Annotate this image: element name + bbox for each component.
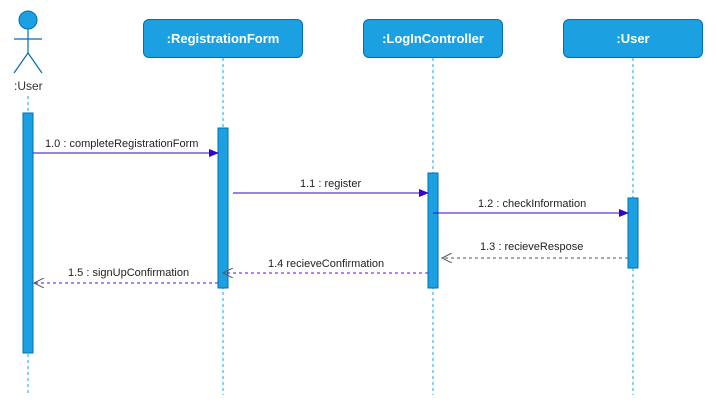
activation-bar-login-controller bbox=[427, 172, 439, 289]
message-1-2-label: 1.2 : checkInformation bbox=[478, 198, 587, 210]
actor-user-label: :User bbox=[14, 79, 43, 93]
message-1-5-label: 1.5 : signUpConfirmation bbox=[68, 267, 190, 279]
actor-user-icon bbox=[13, 10, 43, 74]
message-1-1-label: 1.1 : register bbox=[300, 178, 362, 190]
lifeline-head-registration-form: :RegistrationForm bbox=[143, 19, 303, 58]
activation-bar-registration-form bbox=[217, 127, 229, 289]
message-1-0-label: 1.0 : completeRegistrationForm bbox=[45, 138, 199, 150]
activation-bar-user bbox=[627, 197, 639, 269]
activation-bar-actor bbox=[22, 112, 34, 354]
message-1-4-label: 1.4 recieveConfirmation bbox=[268, 258, 385, 270]
lifeline-head-login-controller: :LogInController bbox=[363, 19, 503, 58]
lifeline-head-user: :User bbox=[563, 19, 703, 58]
message-1-3-label: 1.3 : recieveRespose bbox=[480, 241, 584, 253]
